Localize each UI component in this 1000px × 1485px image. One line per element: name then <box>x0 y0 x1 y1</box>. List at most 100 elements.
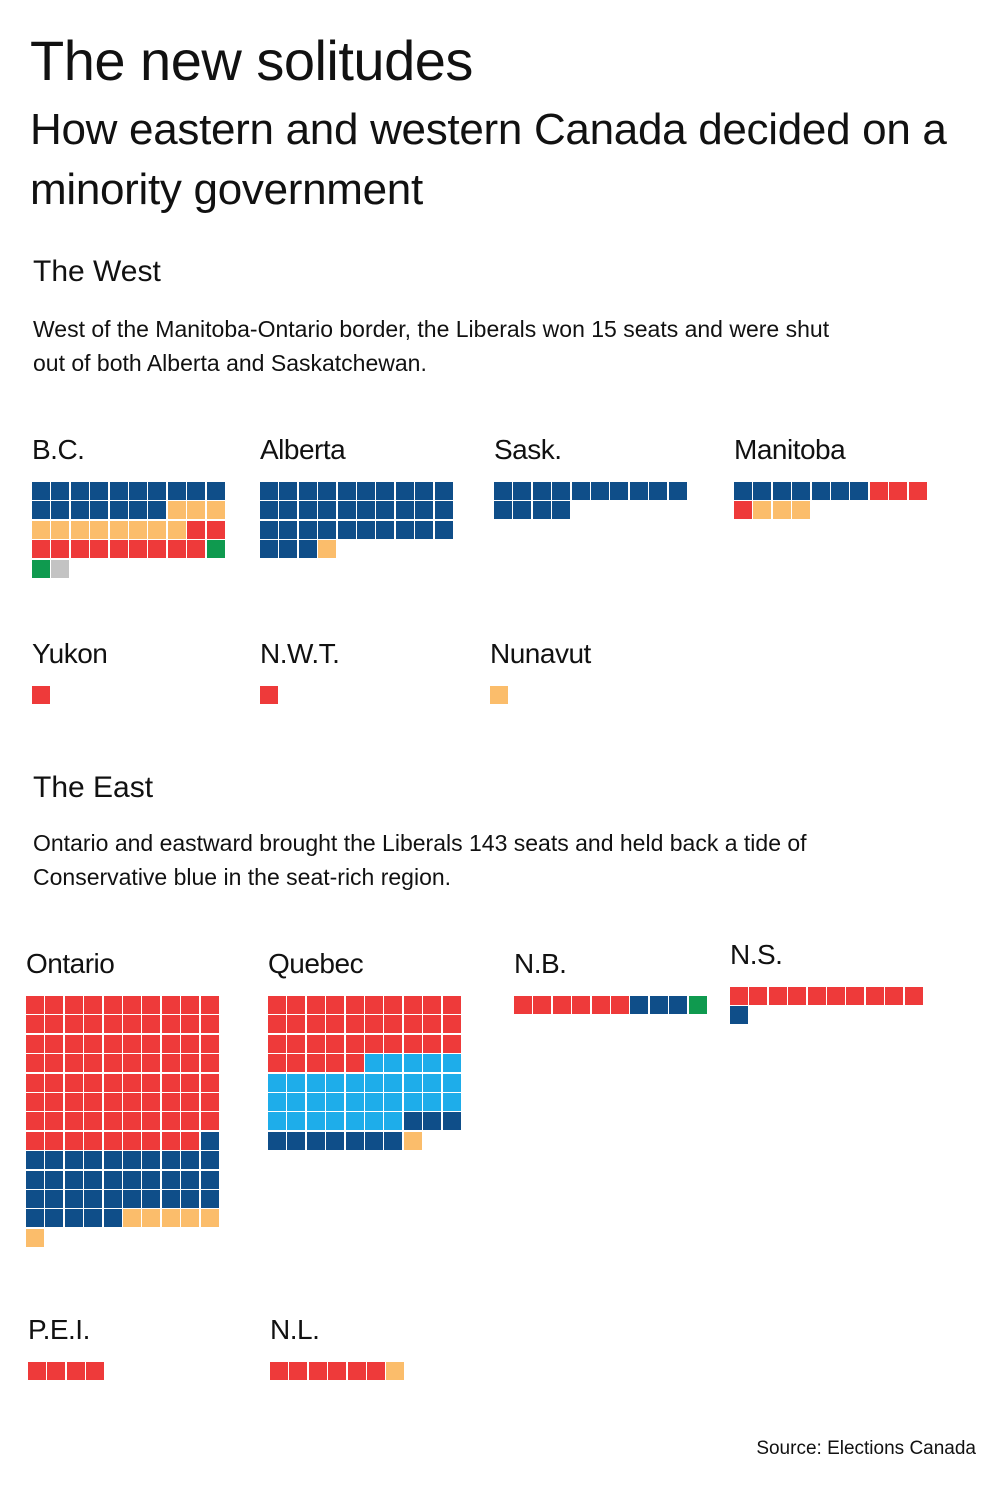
seat-red <box>26 1131 44 1150</box>
seat-red <box>161 996 180 1014</box>
seat-lightblue <box>345 1112 364 1131</box>
seat-red <box>268 1015 286 1034</box>
seat-blue <box>161 1151 180 1170</box>
seat-red <box>306 1054 325 1073</box>
seat-blue <box>591 482 609 500</box>
seat-blue <box>70 482 89 500</box>
seat-orange <box>792 501 811 520</box>
waffle-chart-ns: N.S. <box>730 938 960 1026</box>
seat-lightblue <box>268 1112 286 1131</box>
seat-blue <box>831 482 849 500</box>
seat-red <box>403 1015 422 1034</box>
seat-lightblue <box>306 1112 325 1131</box>
seat-blue <box>669 996 688 1014</box>
seat-red <box>142 1015 161 1034</box>
seat-blue <box>772 482 791 500</box>
seat-blue <box>32 501 50 520</box>
seat-orange <box>123 1209 141 1228</box>
chart-label: Nunavut <box>490 638 591 669</box>
seat-red <box>142 1034 161 1053</box>
seat-grid <box>494 482 688 521</box>
seat-blue <box>64 1170 83 1189</box>
chart-label: N.S. <box>730 939 783 970</box>
seat-red <box>287 1015 306 1034</box>
seat-red <box>200 1073 219 1092</box>
seat-red <box>442 1034 461 1053</box>
seat-red <box>32 540 50 559</box>
seat-red <box>45 1093 64 1111</box>
seat-red <box>345 1054 364 1073</box>
seat-red <box>47 1362 66 1380</box>
seat-red <box>200 1112 219 1131</box>
seat-blue <box>630 996 649 1014</box>
seat-red <box>142 1093 161 1111</box>
seat-red <box>326 1015 345 1034</box>
seat-blue <box>206 482 225 500</box>
seat-green <box>32 559 50 578</box>
seat-red <box>86 1362 105 1380</box>
seat-blue <box>649 996 668 1014</box>
seat-red <box>90 540 109 559</box>
seat-blue <box>268 1131 286 1150</box>
seat-blue <box>103 1209 122 1228</box>
seat-orange <box>109 520 128 539</box>
seat-lightblue <box>306 1093 325 1111</box>
seat-blue <box>395 482 414 500</box>
seat-orange <box>403 1131 422 1150</box>
chart-label: P.E.I. <box>28 1314 90 1345</box>
seat-red <box>26 1034 44 1053</box>
seat-red <box>84 1073 103 1092</box>
seat-orange <box>129 520 147 539</box>
seat-red <box>103 1073 122 1092</box>
seat-red <box>403 996 422 1014</box>
seat-blue <box>434 520 453 539</box>
seat-red <box>26 1054 44 1073</box>
seat-blue <box>45 1151 64 1170</box>
seat-blue <box>187 482 206 500</box>
seat-red <box>26 996 44 1014</box>
seat-orange <box>167 520 186 539</box>
seat-blue <box>365 1131 383 1150</box>
seat-blue <box>734 482 752 500</box>
seat-lightblue <box>287 1093 306 1111</box>
seat-red <box>161 1112 180 1131</box>
seat-red <box>326 1034 345 1053</box>
seat-blue <box>51 501 70 520</box>
seat-red <box>142 1073 161 1092</box>
seat-lightblue <box>345 1093 364 1111</box>
west-description: West of the Manitoba-Ontario border, the… <box>33 316 830 376</box>
seat-lightblue <box>384 1112 403 1131</box>
seat-lightblue <box>423 1054 442 1073</box>
seat-red <box>423 996 442 1014</box>
seat-green <box>688 996 707 1014</box>
seat-red <box>367 1362 385 1380</box>
seat-blue <box>26 1190 44 1208</box>
seat-grid <box>28 1362 106 1381</box>
waffle-chart-sask: Sask. <box>494 433 724 521</box>
seat-lightblue <box>403 1093 422 1111</box>
seat-lightblue <box>442 1054 461 1073</box>
seat-orange <box>187 501 206 520</box>
seat-orange <box>26 1228 44 1247</box>
seat-red <box>123 1054 141 1073</box>
seat-blue <box>403 1112 422 1131</box>
seat-red <box>442 1015 461 1034</box>
seat-red <box>885 987 904 1005</box>
chart-label: Manitoba <box>734 434 846 465</box>
seat-red <box>142 1054 161 1073</box>
seat-blue <box>51 482 70 500</box>
seat-red <box>365 996 383 1014</box>
seat-grid <box>260 686 279 705</box>
seat-red <box>384 1015 403 1034</box>
seat-red <box>45 996 64 1014</box>
seat-lightblue <box>365 1112 383 1131</box>
waffle-chart-yukon: Yukon <box>32 637 262 705</box>
seat-grid <box>26 996 220 1248</box>
seat-blue <box>730 1006 748 1025</box>
seat-blue <box>123 1170 141 1189</box>
seat-red <box>161 1034 180 1053</box>
seat-red <box>64 1093 83 1111</box>
seat-red <box>345 1015 364 1034</box>
seat-red <box>51 540 70 559</box>
seat-blue <box>148 482 167 500</box>
